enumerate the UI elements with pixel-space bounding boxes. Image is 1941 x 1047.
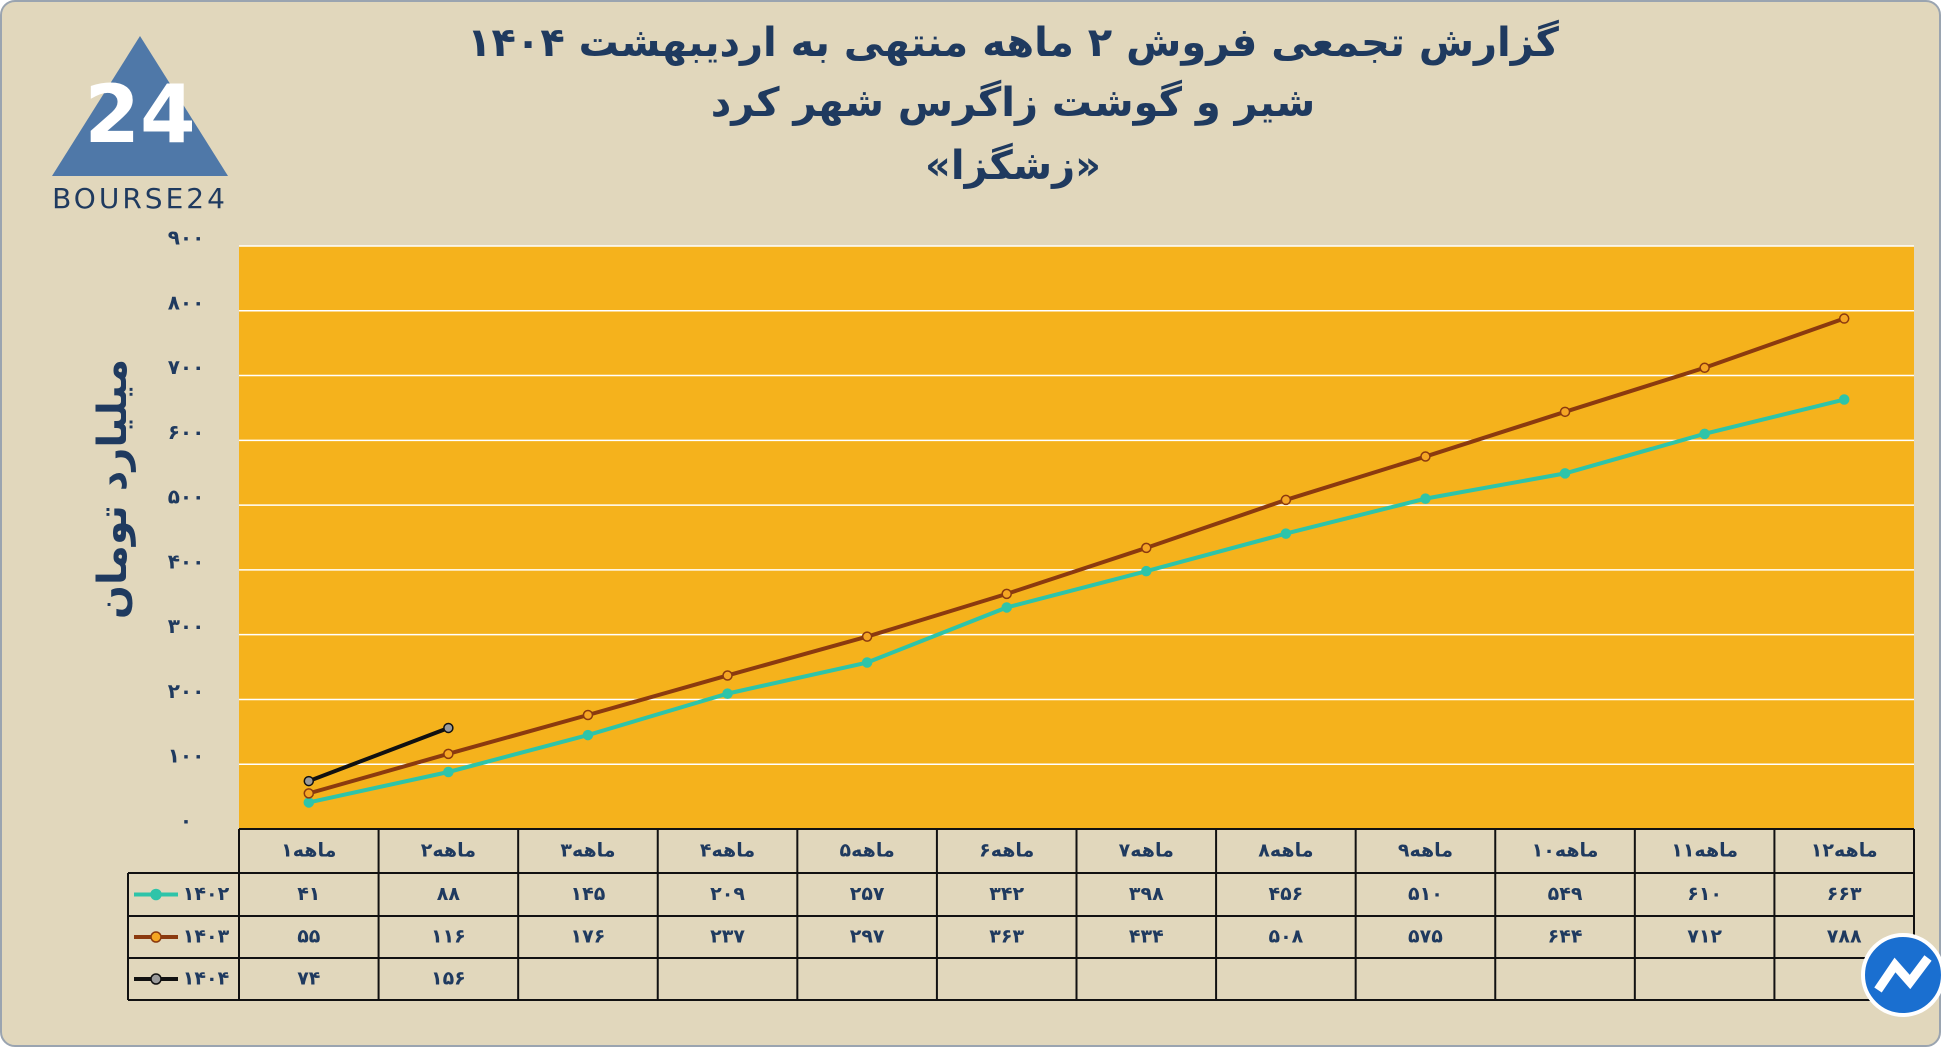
legend-label: ۱۴۰۴ [183, 968, 229, 990]
value-label: ۲۵۷ [850, 883, 885, 905]
value-label: ۶۴۴ [1548, 926, 1583, 948]
chart-title: شیر و گوشت زاگرس شهر کرد [711, 79, 1315, 126]
value-label: ۲۹۷ [850, 926, 885, 948]
point [1559, 468, 1571, 479]
value-label: ۶۱۰ [1687, 883, 1722, 905]
value-label: ۴۱ [297, 883, 320, 905]
value-label: ۵۱۰ [1408, 883, 1443, 905]
point [1141, 565, 1152, 577]
chart-title: گزارش تجمعی فروش ۲ ماهه منتهی به اردیبهش… [467, 19, 1560, 66]
y-tick-label: ۱۰۰ [168, 744, 205, 768]
point [1001, 602, 1012, 613]
value-label: ۴۳۴ [1129, 926, 1164, 948]
corner-icon [1861, 933, 1941, 1017]
x-tick-label: ماهه۷ [1119, 840, 1174, 862]
value-label: ۶۶۳ [1827, 883, 1862, 905]
x-tick-label: ۱۱ماهه [1671, 840, 1738, 862]
legend-label: ۱۴۰۳ [183, 926, 230, 948]
y-tick-label: ۳۰۰ [168, 614, 205, 638]
value-label: ۱۷۶ [571, 926, 606, 948]
logo-mark: 24 [84, 68, 195, 161]
value-label: ۴۵۶ [1268, 883, 1303, 905]
legend-marker [150, 931, 162, 943]
value-label: ۳۶۳ [989, 926, 1024, 948]
x-tick-label: ۹ماهه [1398, 840, 1453, 862]
point [303, 775, 315, 787]
point [1001, 588, 1012, 600]
value-label: ۸۸ [437, 883, 461, 905]
y-tick-label: ۸۰۰ [168, 290, 205, 314]
logo-triangle [52, 36, 228, 176]
y-tick-label: ۹۰۰ [168, 226, 205, 250]
series-line [308, 726, 450, 783]
point [1420, 451, 1431, 462]
point [443, 766, 454, 778]
y-tick-label: ۰ [180, 809, 192, 833]
legend-label: ۱۴۰۲ [183, 883, 230, 905]
x-tick-label: ۱ماهه [281, 840, 336, 862]
y-tick-label: ۵۰۰ [168, 485, 205, 509]
y-axis-label: میلیارد تومان [90, 359, 136, 619]
x-tick-label: ۳ماهه [560, 840, 615, 862]
point [1838, 394, 1850, 405]
plot-area [239, 246, 1914, 829]
point [1699, 428, 1710, 440]
x-tick-label: ۶ماهه [979, 840, 1034, 862]
point [303, 788, 315, 799]
value-label: ۵۴۹ [1548, 883, 1583, 905]
x-tick-label: ۱۲ماهه [1811, 840, 1878, 862]
chart-title: «زشگزا» [925, 142, 1101, 189]
point [582, 729, 594, 741]
value-label: ۲۰۹ [710, 883, 745, 905]
x-tick-label: ماهه۸ [1258, 840, 1313, 862]
series-line [308, 397, 1845, 805]
x-tick-label: ۱۰ماهه [1532, 840, 1599, 862]
y-tick-label: ۷۰۰ [168, 355, 205, 379]
point [303, 797, 315, 808]
x-tick-label: ۴ماهه [700, 840, 755, 862]
value-label: ۲۳۷ [710, 926, 745, 948]
value-label: ۵۵ [297, 926, 321, 948]
legend-marker [150, 973, 162, 985]
y-tick-label: ۲۰۰ [168, 679, 205, 703]
point [1280, 528, 1292, 539]
value-label: ۵۷۵ [1408, 926, 1443, 948]
point [861, 657, 873, 668]
icon-arrow [1874, 955, 1932, 993]
x-tick-label: ۵ماهه [840, 840, 895, 862]
value-label: ۷۴ [297, 968, 320, 990]
legend-marker [150, 888, 162, 901]
point [443, 748, 454, 760]
point [582, 709, 594, 721]
point [443, 722, 454, 734]
logo: 24 BOURSE24 [52, 36, 228, 215]
value-label: ۷۸۸ [1827, 926, 1862, 948]
value-label: ۷۱۲ [1687, 926, 1722, 948]
value-label: ۱۱۶ [431, 926, 466, 948]
point [1699, 362, 1710, 374]
point [1420, 493, 1431, 504]
y-tick-label: ۴۰۰ [168, 549, 205, 573]
point [1280, 494, 1292, 506]
value-label: ۵۰۸ [1268, 926, 1303, 948]
point [861, 631, 873, 642]
point [1838, 313, 1850, 324]
series-line [308, 316, 1845, 796]
value-label: ۱۴۵ [571, 883, 606, 905]
point [722, 688, 733, 699]
point [722, 670, 733, 681]
value-label: ۳۹۸ [1129, 883, 1164, 905]
logo-text: BOURSE24 [52, 182, 228, 215]
value-label: ۱۵۶ [431, 968, 466, 990]
point [1141, 542, 1152, 554]
y-tick-label: ۶۰۰ [168, 420, 205, 444]
value-label: ۳۴۲ [989, 883, 1024, 905]
x-tick-label: ۲ماهه [421, 840, 476, 862]
point [1559, 406, 1571, 418]
